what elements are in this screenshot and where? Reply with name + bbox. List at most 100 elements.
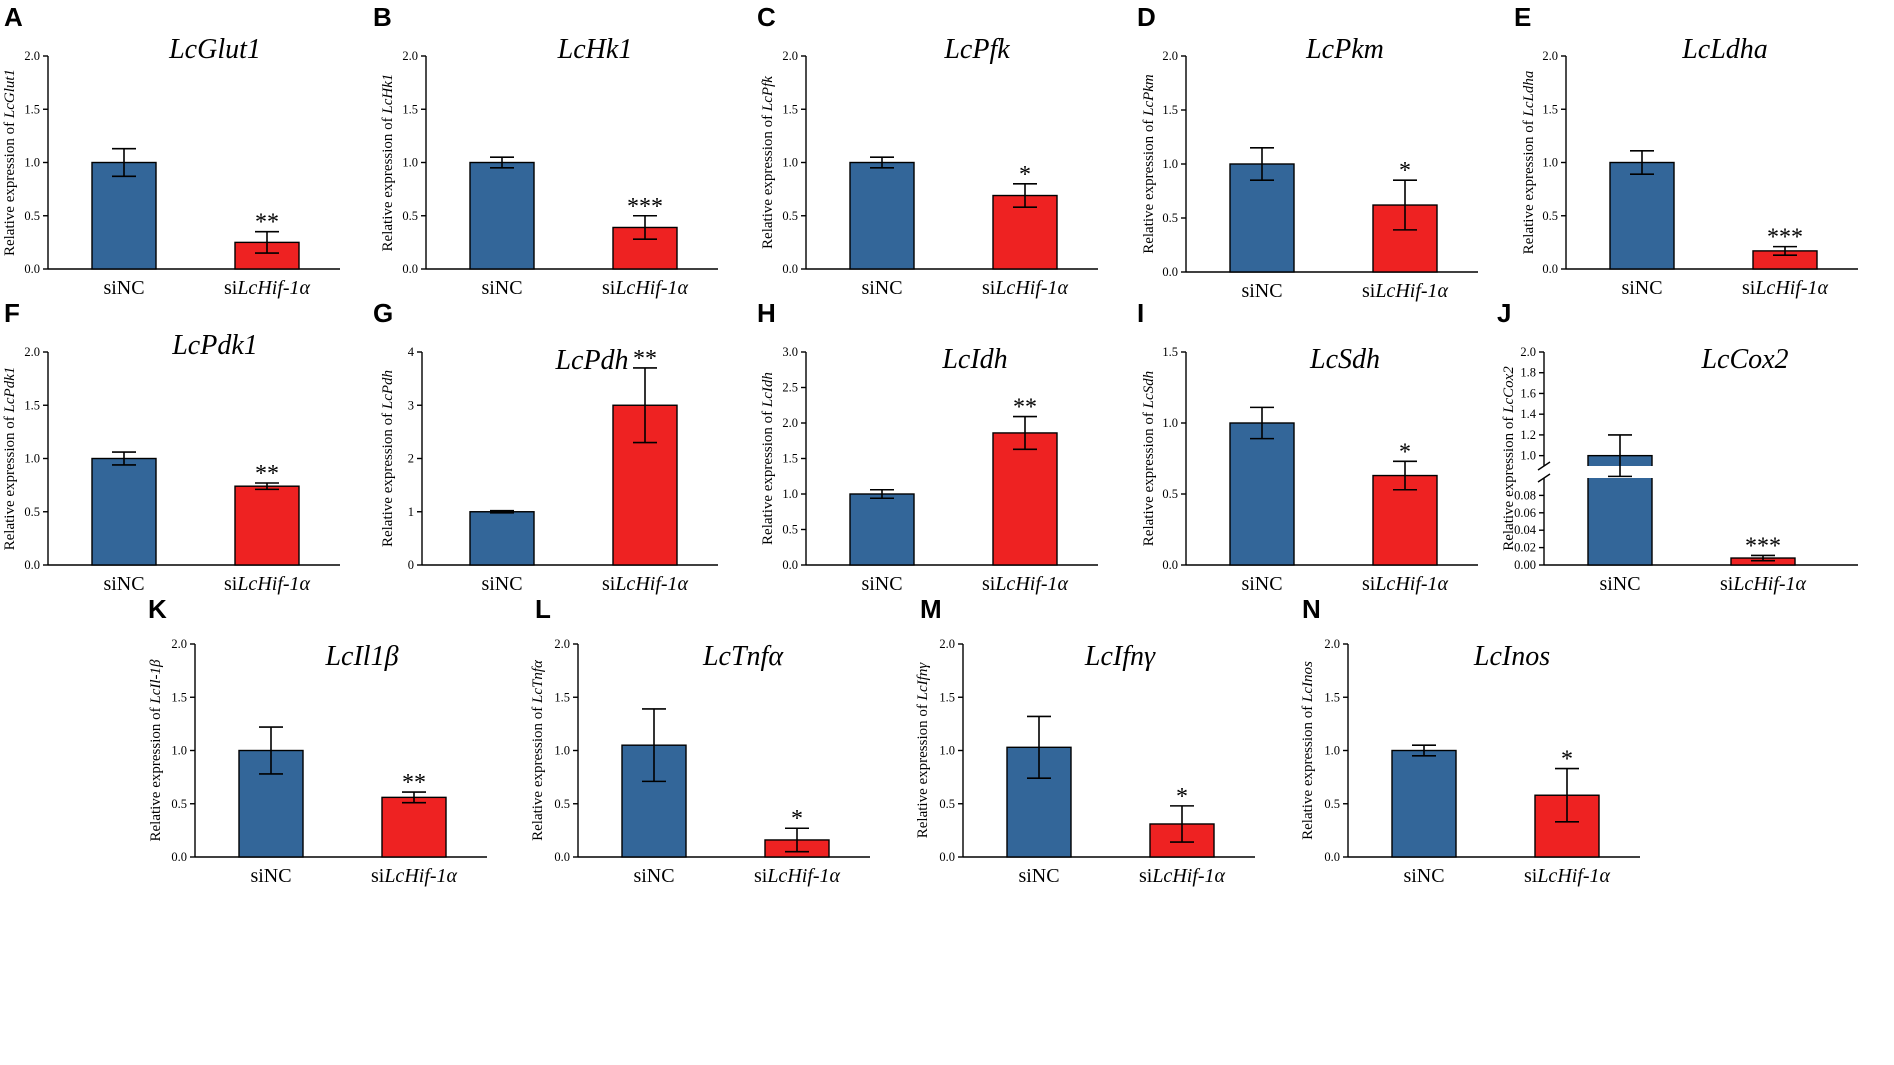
y-tick-label: 0.5	[24, 505, 40, 519]
y-axis-label: Relative expression of LcLdha	[1521, 71, 1537, 255]
y-tick-label: 1.0	[1542, 156, 1558, 170]
y-tick-label: 1.0	[402, 156, 418, 170]
x-category-gene: LcHif-1α	[614, 573, 688, 595]
x-category-gene: LcHif-1α	[1754, 277, 1828, 299]
y-axis-label: Relative expression of LcInos	[1300, 661, 1316, 840]
x-category-label: siNC	[861, 573, 902, 595]
y-tick-label: 0.5	[171, 797, 187, 811]
panel-letter: K	[148, 594, 167, 624]
y-tick-label: 2.0	[1520, 345, 1536, 359]
bar-sinc	[1609, 161, 1675, 270]
y-axis-label: Relative expression of LcIl-1β	[148, 659, 164, 842]
y-tick-label: 0.0	[939, 850, 955, 864]
y-tick-label: 2.0	[402, 49, 418, 63]
y-tick-label: 0.06	[1514, 506, 1536, 520]
chart-title: LcIl1β	[324, 641, 398, 672]
y-axis-label-gene: LcHk1	[380, 74, 396, 115]
y-tick-label: 0.5	[402, 209, 418, 223]
significance-marker: ***	[627, 194, 663, 220]
x-category-gene: LcHif-1α	[994, 573, 1068, 595]
axis-break-mark	[1537, 461, 1551, 471]
x-category-label: siNC	[103, 277, 144, 299]
y-tick-label: 1.0	[782, 156, 798, 170]
x-category-gene: LcHif-1α	[766, 865, 840, 887]
y-axis-label: Relative expression of LcCox2	[1501, 366, 1517, 551]
panel-letter: H	[757, 298, 776, 328]
x-category-prefix: si	[1139, 865, 1153, 887]
y-axis-label-gene: LcPdk1	[2, 367, 18, 414]
y-tick-label: 0.0	[24, 558, 40, 572]
y-tick-label: 2.5	[782, 381, 798, 395]
axis-break-mark	[1537, 473, 1551, 483]
x-category-prefix: si	[1362, 280, 1376, 302]
bar-silchif	[381, 796, 447, 858]
panel-letter: E	[1514, 2, 1531, 32]
y-tick-label: 1.2	[1520, 428, 1536, 442]
x-category-gene: LcHif-1α	[1151, 865, 1225, 887]
panel-letter: D	[1137, 2, 1156, 32]
x-category-gene: LcHif-1α	[994, 277, 1068, 299]
y-axis-label-text: Relative expression of	[1300, 702, 1316, 840]
y-axis-label-gene: LcPfk	[760, 76, 776, 112]
y-tick-label: 0.5	[1162, 487, 1178, 501]
y-axis-label: Relative expression of LcSdh	[1141, 371, 1157, 546]
y-tick-label: 1.0	[24, 156, 40, 170]
y-tick-label: 2.0	[782, 416, 798, 430]
y-tick-label: 0.0	[782, 558, 798, 572]
y-axis-label-text: Relative expression of	[380, 114, 396, 252]
y-axis-label-gene: LcGlut1	[2, 69, 18, 119]
significance-marker: *	[791, 806, 803, 832]
y-axis-label: Relative expression of LcPfk	[760, 76, 776, 249]
x-category-label: siNC	[1621, 277, 1662, 299]
y-tick-label: 0.0	[1324, 850, 1340, 864]
x-category-label: siNC	[250, 865, 291, 887]
y-tick-label: 0.0	[402, 262, 418, 276]
y-tick-label: 1.5	[1162, 345, 1178, 359]
y-axis-label-text: Relative expression of	[760, 407, 776, 545]
x-category-prefix: si	[1362, 573, 1376, 595]
x-category-label: siNC	[481, 573, 522, 595]
y-tick-label: 1.0	[554, 744, 570, 758]
y-tick-label: 3.0	[782, 345, 798, 359]
y-tick-label: 0.0	[1542, 262, 1558, 276]
y-tick-label: 1.5	[782, 102, 798, 116]
x-category-prefix: si	[602, 573, 616, 595]
y-tick-label: 0.0	[24, 262, 40, 276]
y-axis-label: Relative expression of LcHk1	[380, 74, 396, 252]
x-category-gene: LcHif-1α	[236, 277, 310, 299]
y-axis-label: Relative expression of LcPkm	[1141, 74, 1157, 254]
chart-title: LcPkm	[1305, 34, 1384, 65]
chart-title: LcPfk	[943, 34, 1010, 65]
y-tick-label: 1.0	[1520, 449, 1536, 463]
y-tick-label: 1.0	[1162, 416, 1178, 430]
y-axis-label-gene: LcSdh	[1141, 371, 1157, 410]
x-category-label: siNC	[1241, 280, 1282, 302]
bar-sinc	[849, 161, 915, 270]
y-tick-label: 0	[408, 558, 414, 572]
y-axis-label: Relative expression of LcPdh	[380, 370, 396, 547]
y-tick-label: 0.08	[1514, 488, 1536, 502]
y-axis-label-text: Relative expression of	[1141, 116, 1157, 254]
panel-letter: B	[373, 2, 392, 32]
y-tick-label: 1.4	[1520, 407, 1536, 421]
significance-marker: *	[1176, 784, 1188, 810]
x-category-label: siLcHif-1α	[1720, 573, 1807, 595]
chart-title: LcPdh	[554, 345, 628, 376]
y-tick-label: 2.0	[1542, 49, 1558, 63]
y-tick-label: 2.0	[171, 637, 187, 651]
panel-letter: M	[920, 594, 942, 624]
y-axis-label-text: Relative expression of	[1521, 116, 1537, 254]
panel-k: K LcIl1β Relative expression of LcIl-1β 0.0…	[148, 594, 487, 887]
panel-letter: J	[1497, 298, 1511, 328]
x-category-label: siNC	[1018, 865, 1059, 887]
significance-marker: ***	[1767, 225, 1803, 251]
significance-marker: **	[402, 770, 426, 796]
y-axis-label-gene: LcCox2	[1501, 366, 1517, 414]
bar-sinc	[1229, 163, 1295, 273]
x-category-label: siLcHif-1α	[1362, 280, 1449, 302]
y-tick-label: 1.0	[1324, 744, 1340, 758]
